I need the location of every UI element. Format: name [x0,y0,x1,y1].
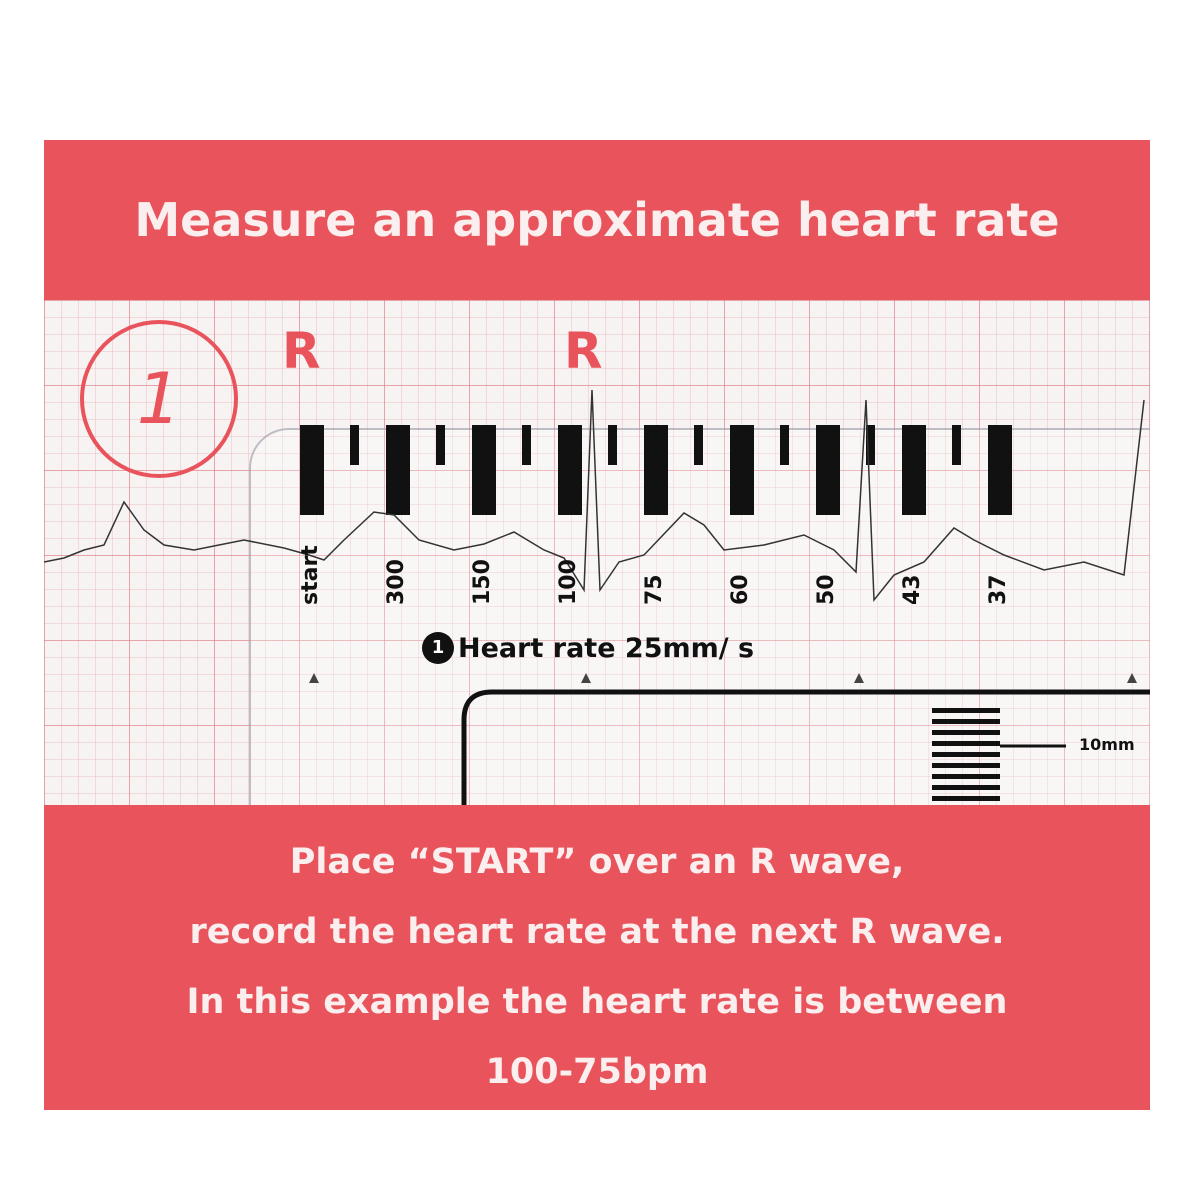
ruler-minor-bar [522,425,531,465]
ruler-minor-bar [780,425,789,465]
ruler-triangle-marker [581,673,591,683]
ruler-mm-tick [932,763,1000,768]
ruler-minor-bar [608,425,617,465]
scale-label-60: 60 [728,574,753,605]
ruler-minor-bar [350,425,359,465]
ruler-triangle-marker [1127,673,1137,683]
ruler-mm-tick [932,730,1000,735]
ruler-caption: 1 Heart rate 25mm/ s [422,632,754,664]
ecg-trace [44,389,1145,603]
instruction-line: 100-75bpm [485,1052,709,1092]
ruler-mm-tick [932,741,1000,746]
ruler-minor-bar [436,425,445,465]
ruler-mm-tick [932,774,1000,779]
ruler-major-bar [730,425,754,515]
ruler-minor-bar [952,425,961,465]
ecg-paper: 1 R R start 300 150 100 75 60 50 43 37 1 Heart ra… [44,300,1150,805]
title-banner: Measure an approximate heart rate [44,140,1150,300]
scale-label-43: 43 [900,574,925,605]
ruler-mm-tick [932,752,1000,757]
instruction-line: record the heart rate at the next R wave… [189,912,1005,952]
ruler-mm-tick [932,708,1000,713]
scale-label-50: 50 [814,574,839,605]
caption-badge: 1 [422,632,454,664]
ruler-major-bar [472,425,496,515]
ruler-major-bar [902,425,926,515]
scale-label-300: 300 [384,559,409,605]
ruler-major-bar [558,425,582,515]
title: Measure an approximate heart rate [134,193,1060,247]
scale-label-37: 37 [986,574,1011,605]
step-circle: 1 [80,320,238,478]
caption-text: Heart rate 25mm/ s [458,632,755,664]
ruler-triangle-marker [854,673,864,683]
instruction-line: In this example the heart rate is betwee… [186,982,1008,1022]
scale-label-150: 150 [470,559,495,605]
ruler-minor-bar [866,425,875,465]
ruler-marks [44,389,1150,805]
ruler-window-outline [461,689,1150,805]
r-wave-label-1: R [282,322,321,380]
ruler-major-bar [386,425,410,515]
ruler-mm-tick [932,796,1000,801]
ruler-minor-bar [694,425,703,465]
ruler-triangle-marker [309,673,319,683]
scale-label-75: 75 [642,574,667,605]
ruler-major-bar [644,425,668,515]
ruler-mm-tick [932,785,1000,790]
scale-label-start: start [298,545,323,605]
scale-label-100: 100 [556,559,581,605]
ruler-mm-tick [932,719,1000,724]
instruction-line: Place “START” over an R wave, [289,842,905,882]
scale-10mm-label: 10mm [1079,735,1135,754]
instructions-banner: Place “START” over an R wave, record the… [44,805,1150,1110]
ruler-major-bar [816,425,840,515]
r-wave-label-2: R [564,322,603,380]
ruler-major-bar [300,425,324,515]
ruler-major-bar [988,425,1012,515]
